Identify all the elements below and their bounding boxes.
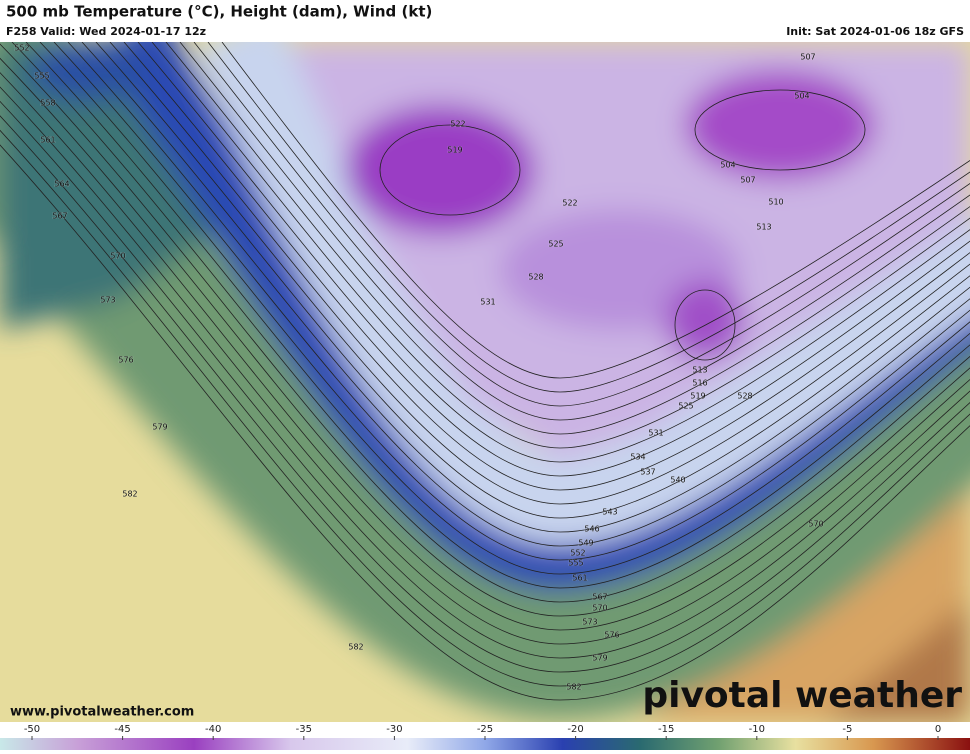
colorbar [0,738,970,750]
contour-line [137,42,970,463]
colorbar-tick-label: -5 [842,724,852,735]
colorbar-tick-label: 0 [935,724,941,735]
contour-label: 504 [720,161,735,170]
contour-line [0,43,970,603]
contour-line [39,42,970,561]
contour-label: 570 [592,604,607,613]
height-contours [0,42,970,701]
contour-line [221,42,970,379]
contour-line [11,42,970,589]
contour-label: 582 [122,490,137,499]
init-time: Init: Sat 2024-01-06 18z GFS [786,25,964,38]
contour-line [674,289,736,361]
contour-line [165,42,970,435]
contour-label: 525 [678,402,693,411]
colorbar-tick-label: -35 [296,724,312,735]
contour-line [0,144,970,701]
contour-label: 570 [110,252,125,261]
contour-label: 558 [40,99,55,108]
contour-line [0,129,970,687]
contour-label: 531 [648,429,663,438]
contour-line [67,42,970,533]
contour-line [53,42,970,547]
contour-label: 540 [670,476,685,485]
contour-label: 519 [690,392,705,401]
contour-label: 525 [548,240,563,249]
contour-line [193,42,970,407]
title: 500 mb Temperature (°C), Height (dam), W… [6,3,432,21]
contour-line [0,100,970,659]
contour-label: 579 [152,423,167,432]
contour-line [0,72,970,631]
contour-label: 534 [630,453,645,462]
colorbar-tick-label: -20 [567,724,583,735]
contour-label: 513 [756,223,771,232]
contour-label: 555 [34,72,49,81]
contour-line [0,57,970,617]
contour-label: 561 [40,136,55,145]
contour-line [379,124,521,216]
contour-label: 522 [450,120,465,129]
contour-label: 582 [566,683,581,692]
contour-line [0,115,970,673]
contour-label: 546 [584,525,599,534]
contour-line [109,42,970,491]
contour-line [694,89,866,171]
colorbar-tick-label: -40 [205,724,221,735]
site-url: www.pivotalweather.com [10,705,194,720]
contour-label: 582 [348,643,363,652]
contour-line [151,42,970,449]
contour-label: 564 [54,180,69,189]
contour-label: 573 [100,296,115,305]
colorbar-tick-label: -15 [658,724,674,735]
contour-label: 570 [808,520,823,529]
colorbar-tick-label: -10 [749,724,765,735]
valid-time: F258 Valid: Wed 2024-01-17 12z [6,25,206,38]
colorbar-tick-label: -25 [477,724,493,735]
contour-label: 528 [737,392,752,401]
contour-label: 531 [480,298,495,307]
contour-label: 513 [692,366,707,375]
contour-label: 567 [52,212,67,221]
colorbar-tick-label: -45 [114,724,130,735]
contour-line [81,42,970,519]
contour-line [207,42,970,393]
contour-label: 555 [568,559,583,568]
contour-label: 552 [570,549,585,558]
contour-label: 579 [592,654,607,663]
contour-label: 522 [562,199,577,208]
contour-label: 549 [578,539,593,548]
contour-label: 573 [582,618,597,627]
contour-label: 510 [768,198,783,207]
contour-label: 576 [118,356,133,365]
contour-label: 528 [528,273,543,282]
map: 5525555585615645675705735765795825225195… [0,42,970,722]
contour-line [95,42,970,505]
contour-label: 552 [14,44,29,53]
contour-label: 516 [692,379,707,388]
contour-line [0,86,970,645]
colorbar-tick-label: -50 [24,724,40,735]
contour-line [25,42,970,575]
colorbar-ticks: -50 -45 -40 -35 -30 -25 -20 -15 -10 -5 0 [24,724,941,740]
contour-line [123,42,970,477]
contour-label: 561 [572,574,587,583]
contour-label: 507 [800,53,815,62]
contour-label: 543 [602,508,617,517]
contour-label: 519 [447,146,462,155]
watermark: pivotal weather [642,675,962,716]
contour-label: 504 [794,92,809,101]
contour-label: 507 [740,176,755,185]
contour-labels: 5525555585615645675705735765795825225195… [14,43,824,692]
contour-label: 537 [640,468,655,477]
colorbar-tick-label: -30 [386,724,402,735]
contour-line [179,42,970,421]
contour-label: 576 [604,631,619,640]
contour-label: 567 [592,593,607,602]
